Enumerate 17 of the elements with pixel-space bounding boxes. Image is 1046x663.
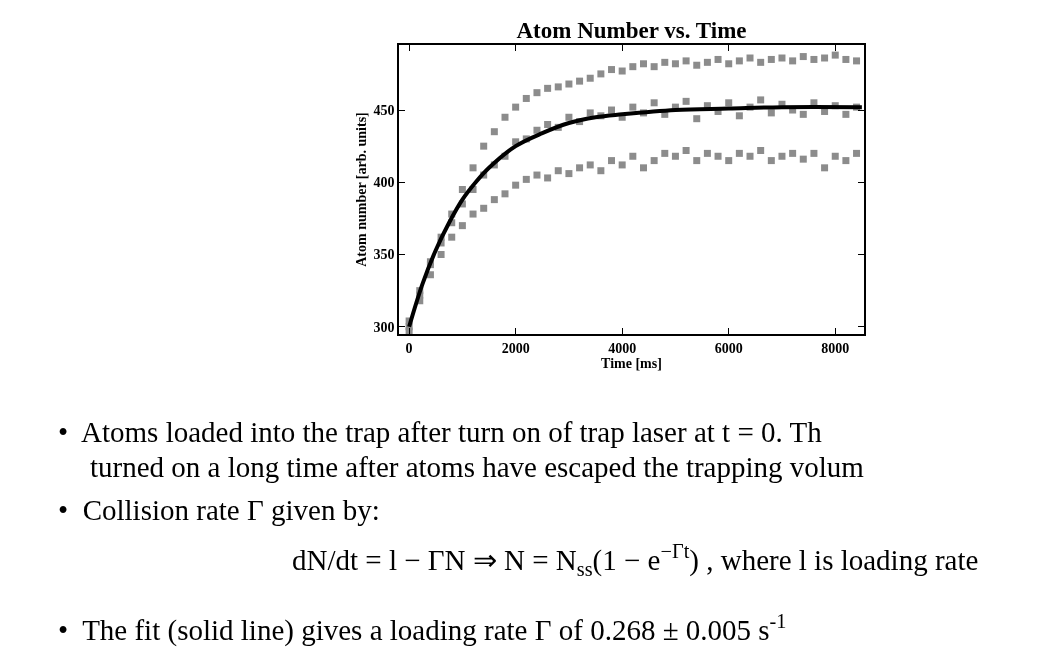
x-tick-label: 4000 bbox=[608, 340, 637, 356]
chart-title: Atom Number vs. Time bbox=[516, 18, 747, 44]
y-tick-label: 450 bbox=[373, 102, 395, 118]
x-axis-title: Time [ms] bbox=[601, 356, 662, 372]
text: dN/dt = l − ΓN ⇒ N = N$_{ss}$(1 − e$^{−Γt}$) , where l is loading rate bbox=[292, 540, 979, 581]
text: • Collision rate Γ given by: bbox=[58, 494, 380, 526]
x-tick-label: 6000 bbox=[714, 340, 743, 356]
x-tick-label: 2000 bbox=[501, 340, 530, 356]
x-tick-label: 8000 bbox=[821, 340, 850, 356]
text: turned on a long time after atoms have escaped the trapping volum bbox=[90, 451, 865, 483]
x-tick-label: 0 bbox=[405, 340, 413, 356]
y-tick-label: 300 bbox=[373, 319, 395, 335]
y-axis-title: Atom number [arb. units] bbox=[353, 112, 369, 267]
y-tick-label: 400 bbox=[373, 175, 395, 191]
text: • Atoms loaded into the trap after turn on of trap laser at t = 0. Th bbox=[58, 416, 823, 448]
y-tick-label: 350 bbox=[373, 247, 395, 263]
text: • The fit (solid line) gives a loading rate Γ of 0.268 ± 0.005 s$^{-1}$ bbox=[58, 610, 787, 648]
